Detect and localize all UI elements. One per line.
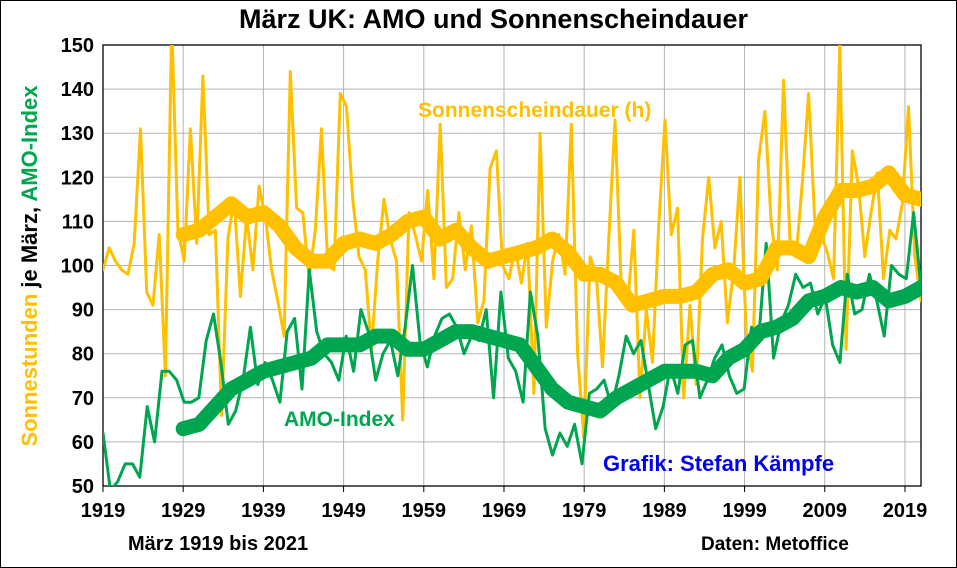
y-tick-label-110: 110 — [62, 211, 94, 233]
period-note: März 1919 bis 2021 — [128, 533, 309, 555]
y-tick-label-80: 80 — [72, 344, 94, 366]
y-tick-label-120: 120 — [61, 167, 94, 189]
y-tick-label-90: 90 — [72, 300, 94, 322]
x-tick-label-1939: 1939 — [241, 500, 286, 522]
x-tick-label-2009: 2009 — [803, 500, 848, 522]
x-tick-label-2019: 2019 — [883, 500, 928, 522]
x-tick-label-1999: 1999 — [722, 500, 767, 522]
chart-title: März UK: AMO und Sonnenscheindauer — [238, 4, 749, 34]
x-tick-label-1969: 1969 — [482, 500, 527, 522]
x-tick-label-1979: 1979 — [562, 500, 607, 522]
x-tick-label-1959: 1959 — [402, 500, 447, 522]
y-tick-label-70: 70 — [72, 388, 94, 410]
y-tick-label-60: 60 — [72, 432, 94, 454]
y-tick-label-130: 130 — [61, 123, 94, 145]
legend-label-amo: AMO-Index — [284, 408, 395, 431]
y-tick-label-100: 100 — [61, 256, 94, 278]
x-tick-label-1989: 1989 — [642, 500, 687, 522]
series-amo-average-line — [175, 280, 921, 437]
series-sunshine-average-line — [175, 165, 921, 313]
credit-note: Grafik: Stefan Kämpfe — [603, 451, 835, 476]
series-amo-line — [103, 211, 921, 486]
x-tick-label-1949: 1949 — [321, 500, 366, 522]
source-note: Daten: Metoffice — [701, 534, 849, 555]
x-tick-label-1929: 1929 — [161, 500, 206, 522]
x-tick-label-1919: 1919 — [81, 500, 126, 522]
legend-label-sunshine: Sonnenscheindauer (h) — [418, 99, 651, 122]
y-tick-label-140: 140 — [61, 79, 94, 101]
y-tick-label-50: 50 — [72, 476, 94, 498]
y-tick-label-150: 150 — [61, 35, 94, 57]
series-sunshine-line — [103, 45, 921, 439]
